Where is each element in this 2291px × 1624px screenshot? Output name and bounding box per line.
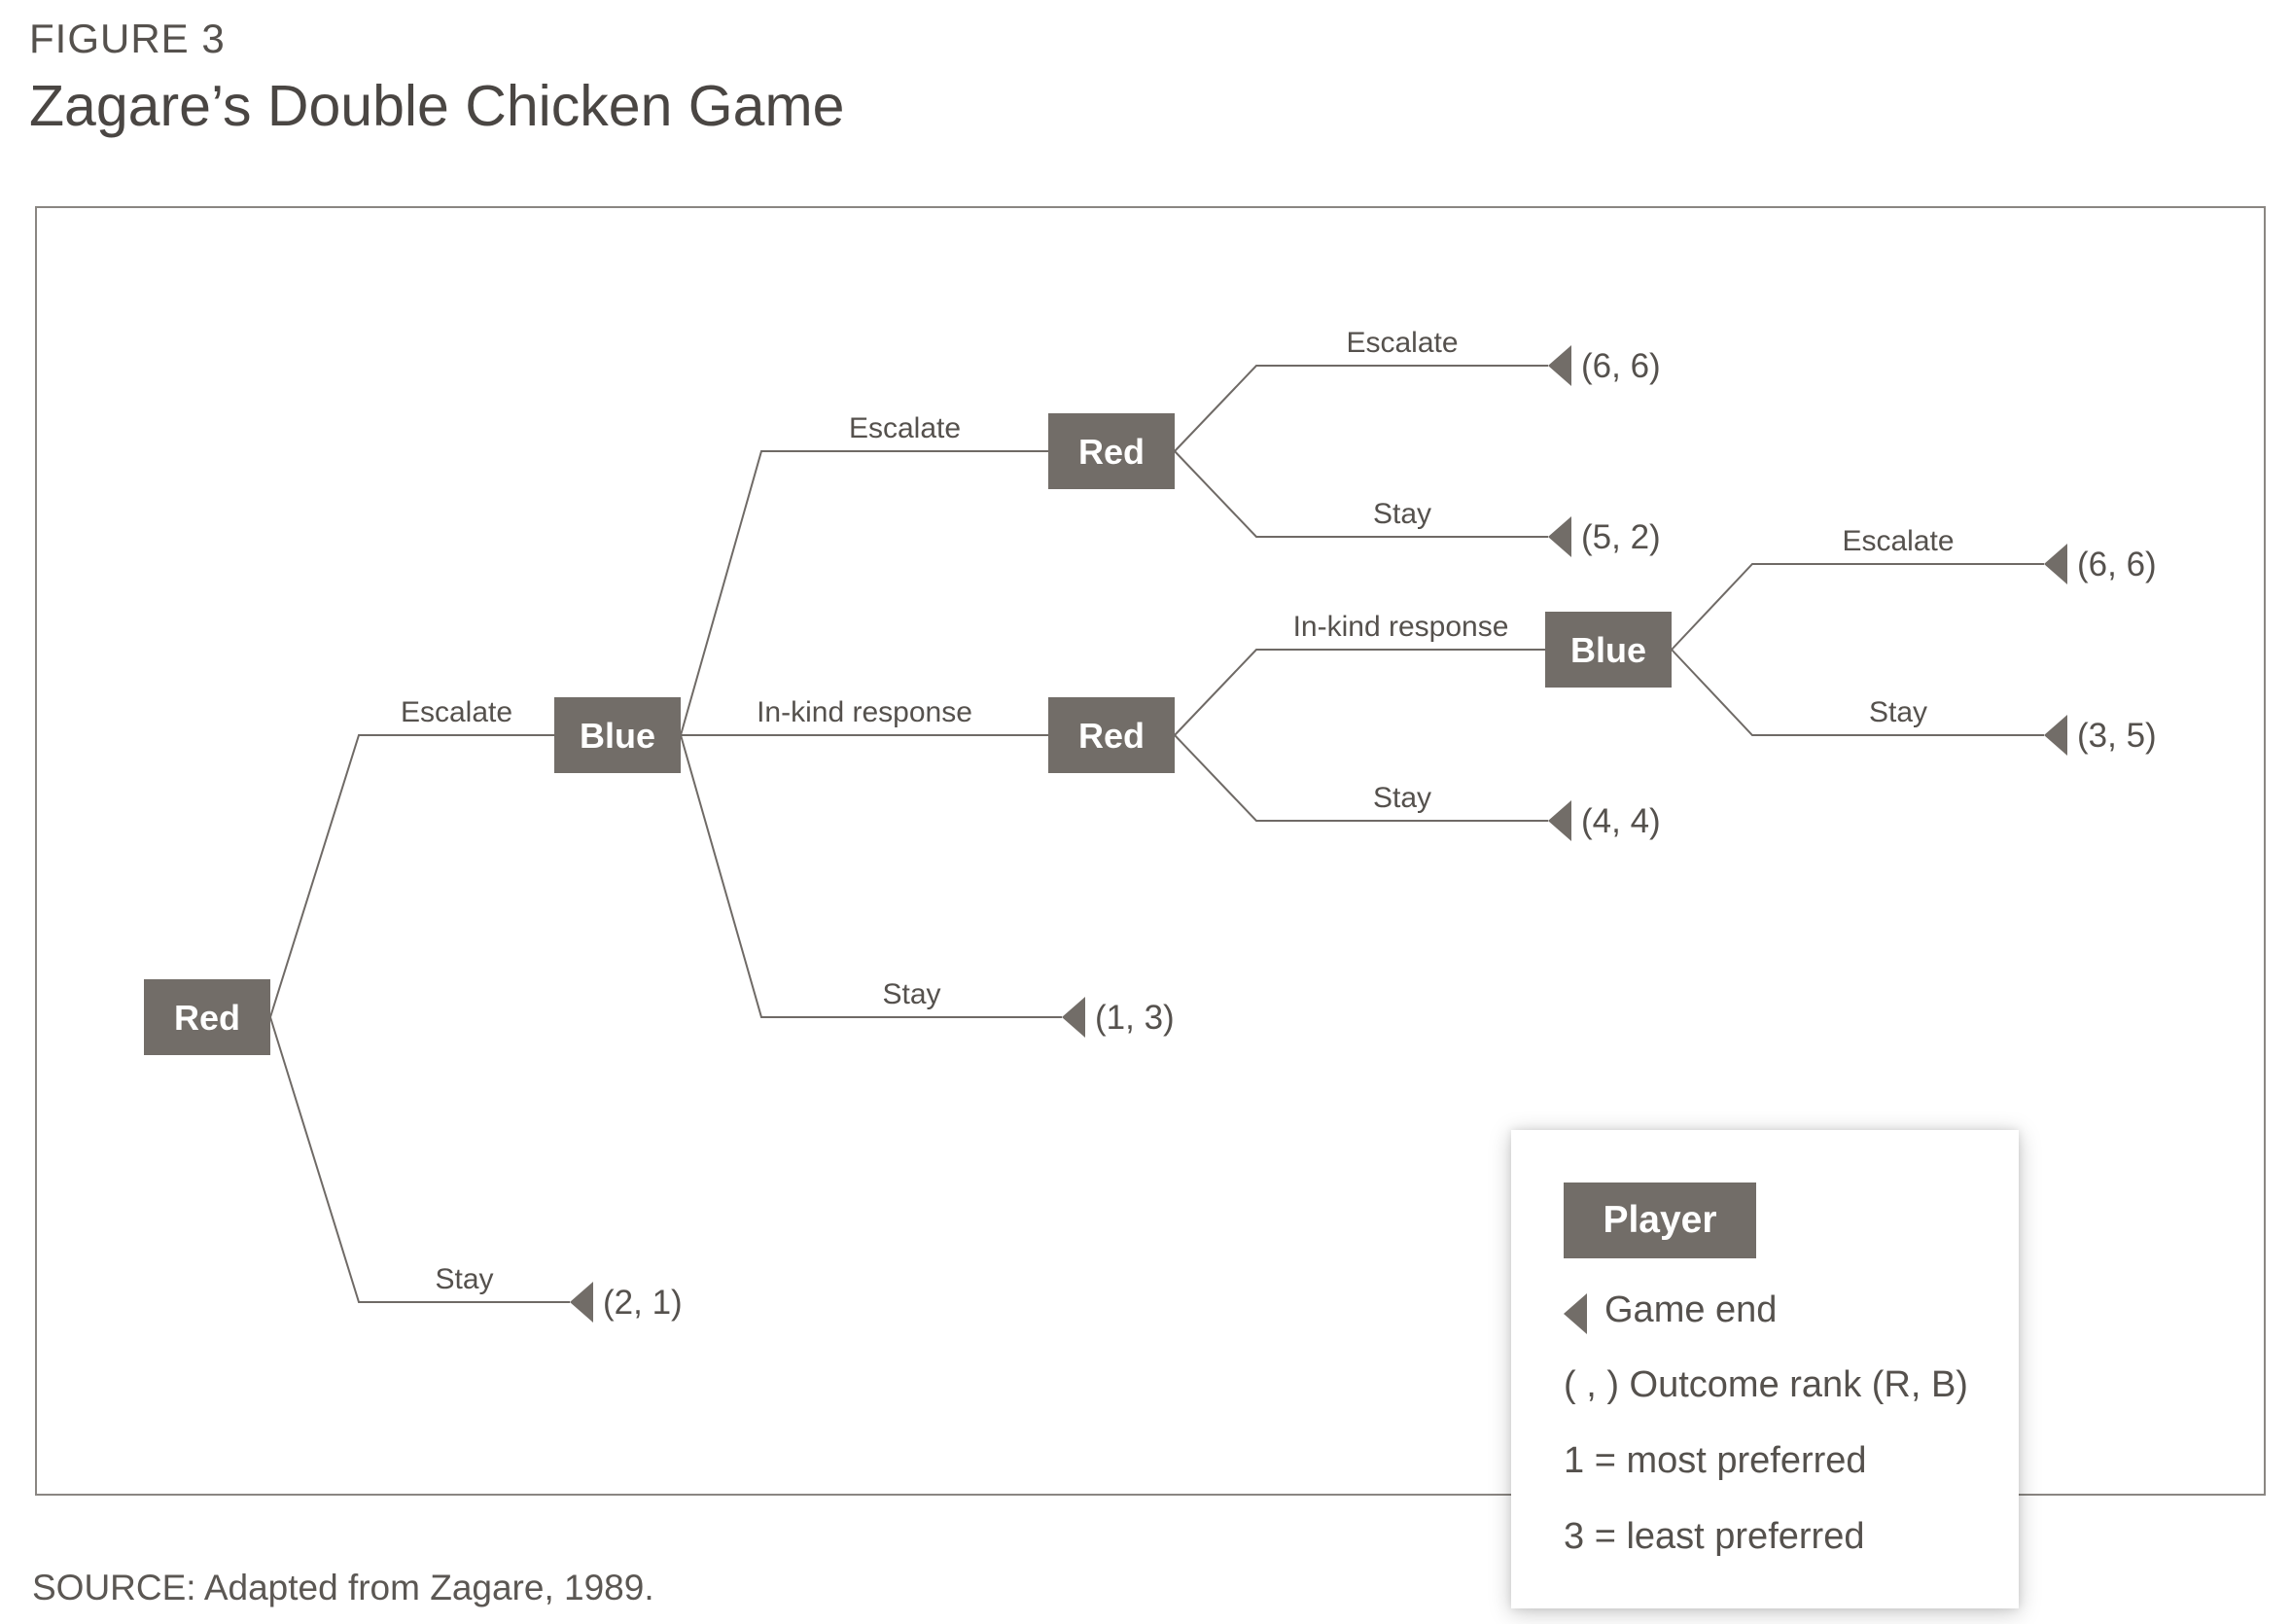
figure-label: FIGURE 3 — [29, 16, 226, 61]
player-node-box — [554, 697, 681, 773]
game-end-icon — [1564, 1293, 1587, 1334]
tree-edge — [269, 734, 554, 1018]
legend-least-preferred: 3 = least preferred — [1564, 1516, 1865, 1557]
legend-most-preferred: 1 = most preferred — [1564, 1440, 1867, 1481]
game-end-marker — [570, 1282, 593, 1323]
game-end-marker — [1548, 800, 1571, 841]
game-tree: Escalate Stay Escalate In-kind response Stay… — [144, 327, 2157, 1323]
tree-edge — [1174, 450, 1548, 538]
tree-edge — [1671, 563, 2044, 651]
tree-edge — [1174, 649, 1545, 736]
player-node-box — [1048, 413, 1175, 489]
game-end-marker — [1062, 997, 1085, 1038]
outcome-label: (3, 5) — [2077, 717, 2157, 755]
player-node-label: Red — [1078, 716, 1145, 756]
figure-title: Zagare’s Double Chicken Game — [29, 74, 845, 138]
tree-edge — [680, 734, 1062, 1018]
legend-game-end: Game end — [1604, 1289, 1778, 1330]
source-note: SOURCE: Adapted from Zagare, 1989. — [32, 1568, 654, 1607]
game-end-marker — [1548, 516, 1571, 557]
player-node-box — [144, 979, 270, 1055]
tree-edge — [269, 1016, 570, 1303]
edge-label: Escalate — [849, 412, 961, 444]
outcome-label: (1, 3) — [1095, 999, 1175, 1037]
legend-outcome-rank: ( , ) Outcome rank (R, B) — [1564, 1364, 1968, 1405]
tree-edge — [1174, 365, 1548, 452]
edge-label: Stay — [1373, 498, 1431, 530]
edge-label: Stay — [435, 1263, 493, 1295]
outcome-label: (6, 6) — [1581, 347, 1661, 385]
player-node-label: Red — [1078, 432, 1145, 472]
edge-label: Stay — [1869, 696, 1927, 728]
edge-label: Escalate — [1346, 327, 1458, 359]
edge-label: Escalate — [401, 696, 512, 728]
edge-label: In-kind response — [757, 696, 972, 728]
diagram-panel: Escalate Stay Escalate In-kind response Stay… — [35, 206, 2266, 1608]
edge-label: In-kind response — [1293, 611, 1509, 643]
outcome-label: (6, 6) — [2077, 546, 2157, 583]
legend-card: Player Game end ( , ) Outcome rank (R, B… — [1511, 1130, 2019, 1608]
tree-edge — [680, 450, 1048, 736]
outcome-label: (2, 1) — [603, 1284, 683, 1322]
game-end-marker — [1548, 345, 1571, 386]
player-node-box — [1545, 612, 1672, 688]
edge-label: Stay — [882, 978, 940, 1010]
tree-edge — [1671, 649, 2044, 736]
outcome-label: (5, 2) — [1581, 518, 1661, 556]
edge-label: Stay — [1373, 782, 1431, 814]
player-node-box — [1048, 697, 1175, 773]
player-node-label: Blue — [580, 716, 655, 756]
legend-player-box: Player — [1564, 1183, 1756, 1258]
game-end-marker — [2044, 715, 2067, 756]
game-end-marker — [2044, 544, 2067, 584]
player-node-label: Red — [174, 998, 240, 1038]
outcome-label: (4, 4) — [1581, 802, 1661, 840]
player-node-label: Blue — [1570, 630, 1646, 670]
tree-edge — [1174, 734, 1548, 822]
edge-label: Escalate — [1842, 525, 1954, 557]
